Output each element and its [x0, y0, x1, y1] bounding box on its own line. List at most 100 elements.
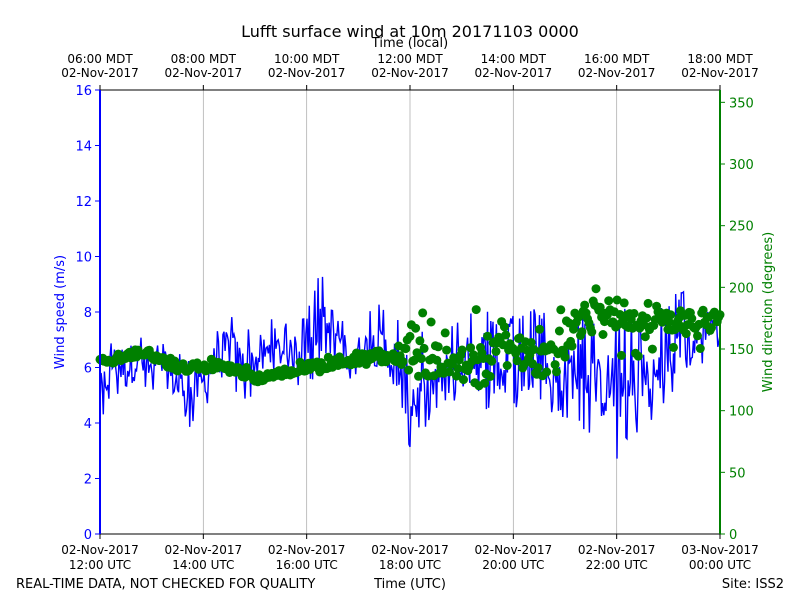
right-tick-label: 150 — [729, 343, 754, 358]
direction-marker — [501, 330, 511, 340]
direction-marker — [414, 371, 423, 381]
top-tick-time: 10:00 MDT — [274, 52, 340, 66]
direction-marker — [681, 329, 691, 339]
left-tick-label: 12 — [75, 195, 92, 210]
direction-marker — [707, 323, 716, 333]
top-tick-date: 02-Nov-2017 — [371, 66, 449, 80]
direction-marker — [647, 344, 657, 354]
direction-marker — [598, 330, 608, 339]
left-tick-label: 16 — [75, 84, 92, 99]
footer-quality-note: REAL-TIME DATA, NOT CHECKED FOR QUALITY — [16, 577, 315, 592]
direction-marker — [669, 342, 678, 352]
chart-title: Lufft surface wind at 10m 20171103 0000 — [241, 22, 579, 41]
direction-marker — [502, 361, 512, 370]
bottom-tick-time: 20:00 UTC — [482, 558, 544, 572]
direction-marker — [616, 350, 626, 360]
direction-marker — [433, 342, 443, 352]
bottom-tick-time: 14:00 UTC — [172, 558, 234, 572]
direction-marker — [542, 367, 552, 377]
direction-marker — [535, 324, 545, 334]
direction-marker — [499, 322, 509, 332]
direction-marker — [170, 356, 180, 366]
bottom-tick-date: 02-Nov-2017 — [165, 543, 243, 557]
direction-marker — [526, 338, 536, 347]
direction-marker — [487, 356, 497, 366]
direction-marker — [411, 323, 421, 333]
left-tick-label: 0 — [84, 528, 92, 543]
right-axis-label: Wind direction (degrees) — [761, 232, 776, 392]
direction-marker — [432, 355, 442, 365]
top-axis-label: Time (local) — [371, 36, 448, 51]
right-tick-label: 200 — [729, 281, 754, 296]
left-tick-label: 6 — [84, 362, 92, 377]
direction-marker — [619, 298, 629, 308]
top-tick-time: 08:00 MDT — [171, 52, 237, 66]
right-tick-label: 350 — [729, 96, 754, 111]
direction-marker — [453, 364, 463, 373]
direction-marker — [698, 305, 708, 315]
wind-speed-series — [99, 276, 721, 459]
direction-marker — [529, 345, 539, 354]
direction-marker — [595, 302, 605, 312]
bottom-tick-time: 16:00 UTC — [276, 558, 338, 572]
direction-marker — [633, 351, 643, 361]
direction-marker — [426, 317, 436, 327]
right-tick-label: 50 — [729, 466, 746, 481]
left-axis-label: Wind speed (m/s) — [53, 255, 68, 369]
direction-marker — [695, 344, 705, 353]
x-axis-label: Time (UTC) — [373, 577, 446, 592]
bottom-tick-date: 03-Nov-2017 — [681, 543, 759, 557]
top-tick-time: 14:00 MDT — [481, 52, 547, 66]
direction-marker — [457, 345, 467, 355]
direction-marker — [405, 331, 415, 341]
top-tick-time: 18:00 MDT — [687, 52, 753, 66]
direction-marker — [567, 341, 577, 351]
bottom-tick-time: 00:00 UTC — [689, 558, 751, 572]
direction-marker — [687, 314, 697, 323]
top-tick-date: 02-Nov-2017 — [475, 66, 553, 80]
vertical-grid — [202, 90, 618, 534]
bottom-tick-date: 02-Nov-2017 — [371, 543, 449, 557]
direction-marker — [693, 331, 702, 341]
direction-marker — [640, 332, 650, 342]
bottom-tick-time: 22:00 UTC — [586, 558, 648, 572]
left-tick-label: 10 — [75, 251, 92, 266]
direction-marker — [442, 345, 452, 355]
direction-marker — [552, 367, 561, 377]
direction-marker — [416, 354, 426, 364]
bottom-tick-date: 02-Nov-2017 — [268, 543, 346, 557]
direction-marker — [419, 343, 429, 353]
right-tick-label: 100 — [729, 405, 754, 420]
direction-marker — [418, 308, 428, 318]
left-tick-label: 2 — [84, 473, 92, 488]
direction-marker — [591, 284, 601, 294]
direction-marker — [483, 331, 492, 341]
direction-marker — [560, 352, 570, 362]
top-tick-date: 02-Nov-2017 — [681, 66, 759, 80]
direction-marker — [629, 309, 639, 318]
direction-marker — [415, 336, 425, 346]
axes: 0 2 4 6 8 10 12 14 16 0 50 100 150 200 250 300 350 02-Nov… — [61, 52, 759, 572]
left-tick-label: 14 — [75, 140, 92, 155]
direction-marker — [587, 327, 597, 337]
direction-marker — [480, 378, 490, 388]
direction-marker — [485, 371, 495, 381]
bottom-tick-date: 02-Nov-2017 — [475, 543, 553, 557]
right-tick-label: 0 — [729, 528, 737, 543]
direction-marker — [242, 362, 251, 372]
direction-marker — [604, 296, 614, 306]
direction-marker — [398, 357, 408, 367]
right-tick-label: 300 — [729, 158, 754, 173]
direction-marker — [533, 363, 543, 373]
bottom-tick-time: 12:00 UTC — [69, 558, 131, 572]
direction-marker — [445, 367, 454, 377]
direction-marker — [577, 327, 587, 337]
top-tick-date: 02-Nov-2017 — [268, 66, 346, 80]
right-tick-label: 250 — [729, 220, 754, 235]
direction-marker — [512, 356, 522, 366]
direction-marker — [664, 317, 674, 327]
direction-marker — [580, 300, 590, 310]
direction-marker — [491, 346, 501, 356]
direction-marker — [642, 313, 652, 323]
